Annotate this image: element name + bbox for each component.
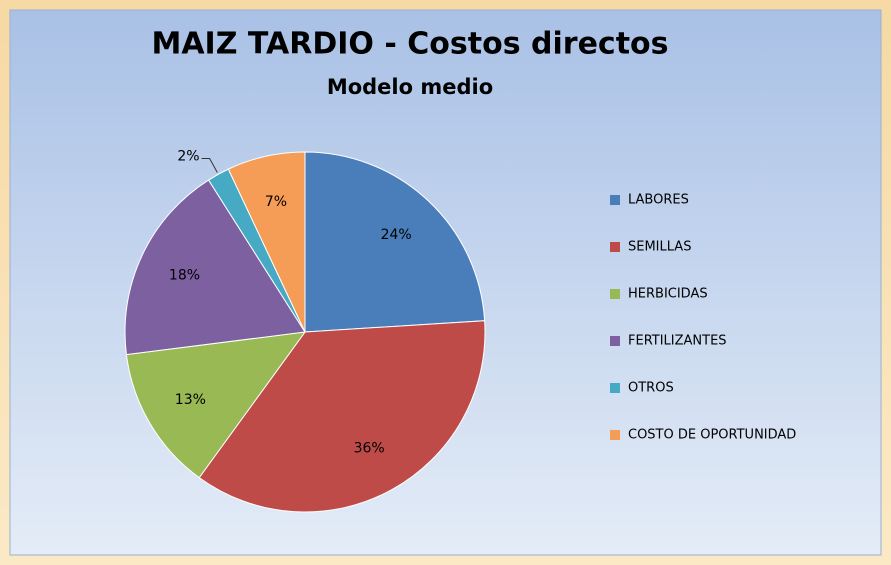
pie-slice [198,320,486,513]
data-label: 36% [354,441,385,457]
legend-swatch [610,383,620,393]
data-label: 18% [169,267,200,283]
data-label: 2% [177,148,199,164]
legend-swatch [610,289,620,299]
data-label: 13% [175,392,206,408]
legend-label: HERBICIDAS [628,287,708,302]
data-label: 24% [381,227,412,243]
legend-label: LABORES [628,193,689,208]
legend-label: FERTILIZANTES [628,334,727,349]
legend-swatch [610,242,620,252]
pie-slice [125,331,307,479]
pie-slice [227,151,306,333]
legend-swatch [610,336,620,346]
chart-subtitle: Modelo medio [327,75,493,99]
legend-swatch [610,195,620,205]
chart-title: MAIZ TARDIO - Costos directos [151,27,668,62]
pie-slice [124,179,306,356]
legend-label: SEMILLAS [628,240,691,255]
legend-swatch [610,430,620,440]
legend-label: OTROS [628,381,674,396]
legend-label: COSTO DE OPORTUNIDAD [628,428,796,443]
data-label: 7% [265,194,287,210]
leader-line [201,157,218,173]
pie-slice [304,151,486,333]
